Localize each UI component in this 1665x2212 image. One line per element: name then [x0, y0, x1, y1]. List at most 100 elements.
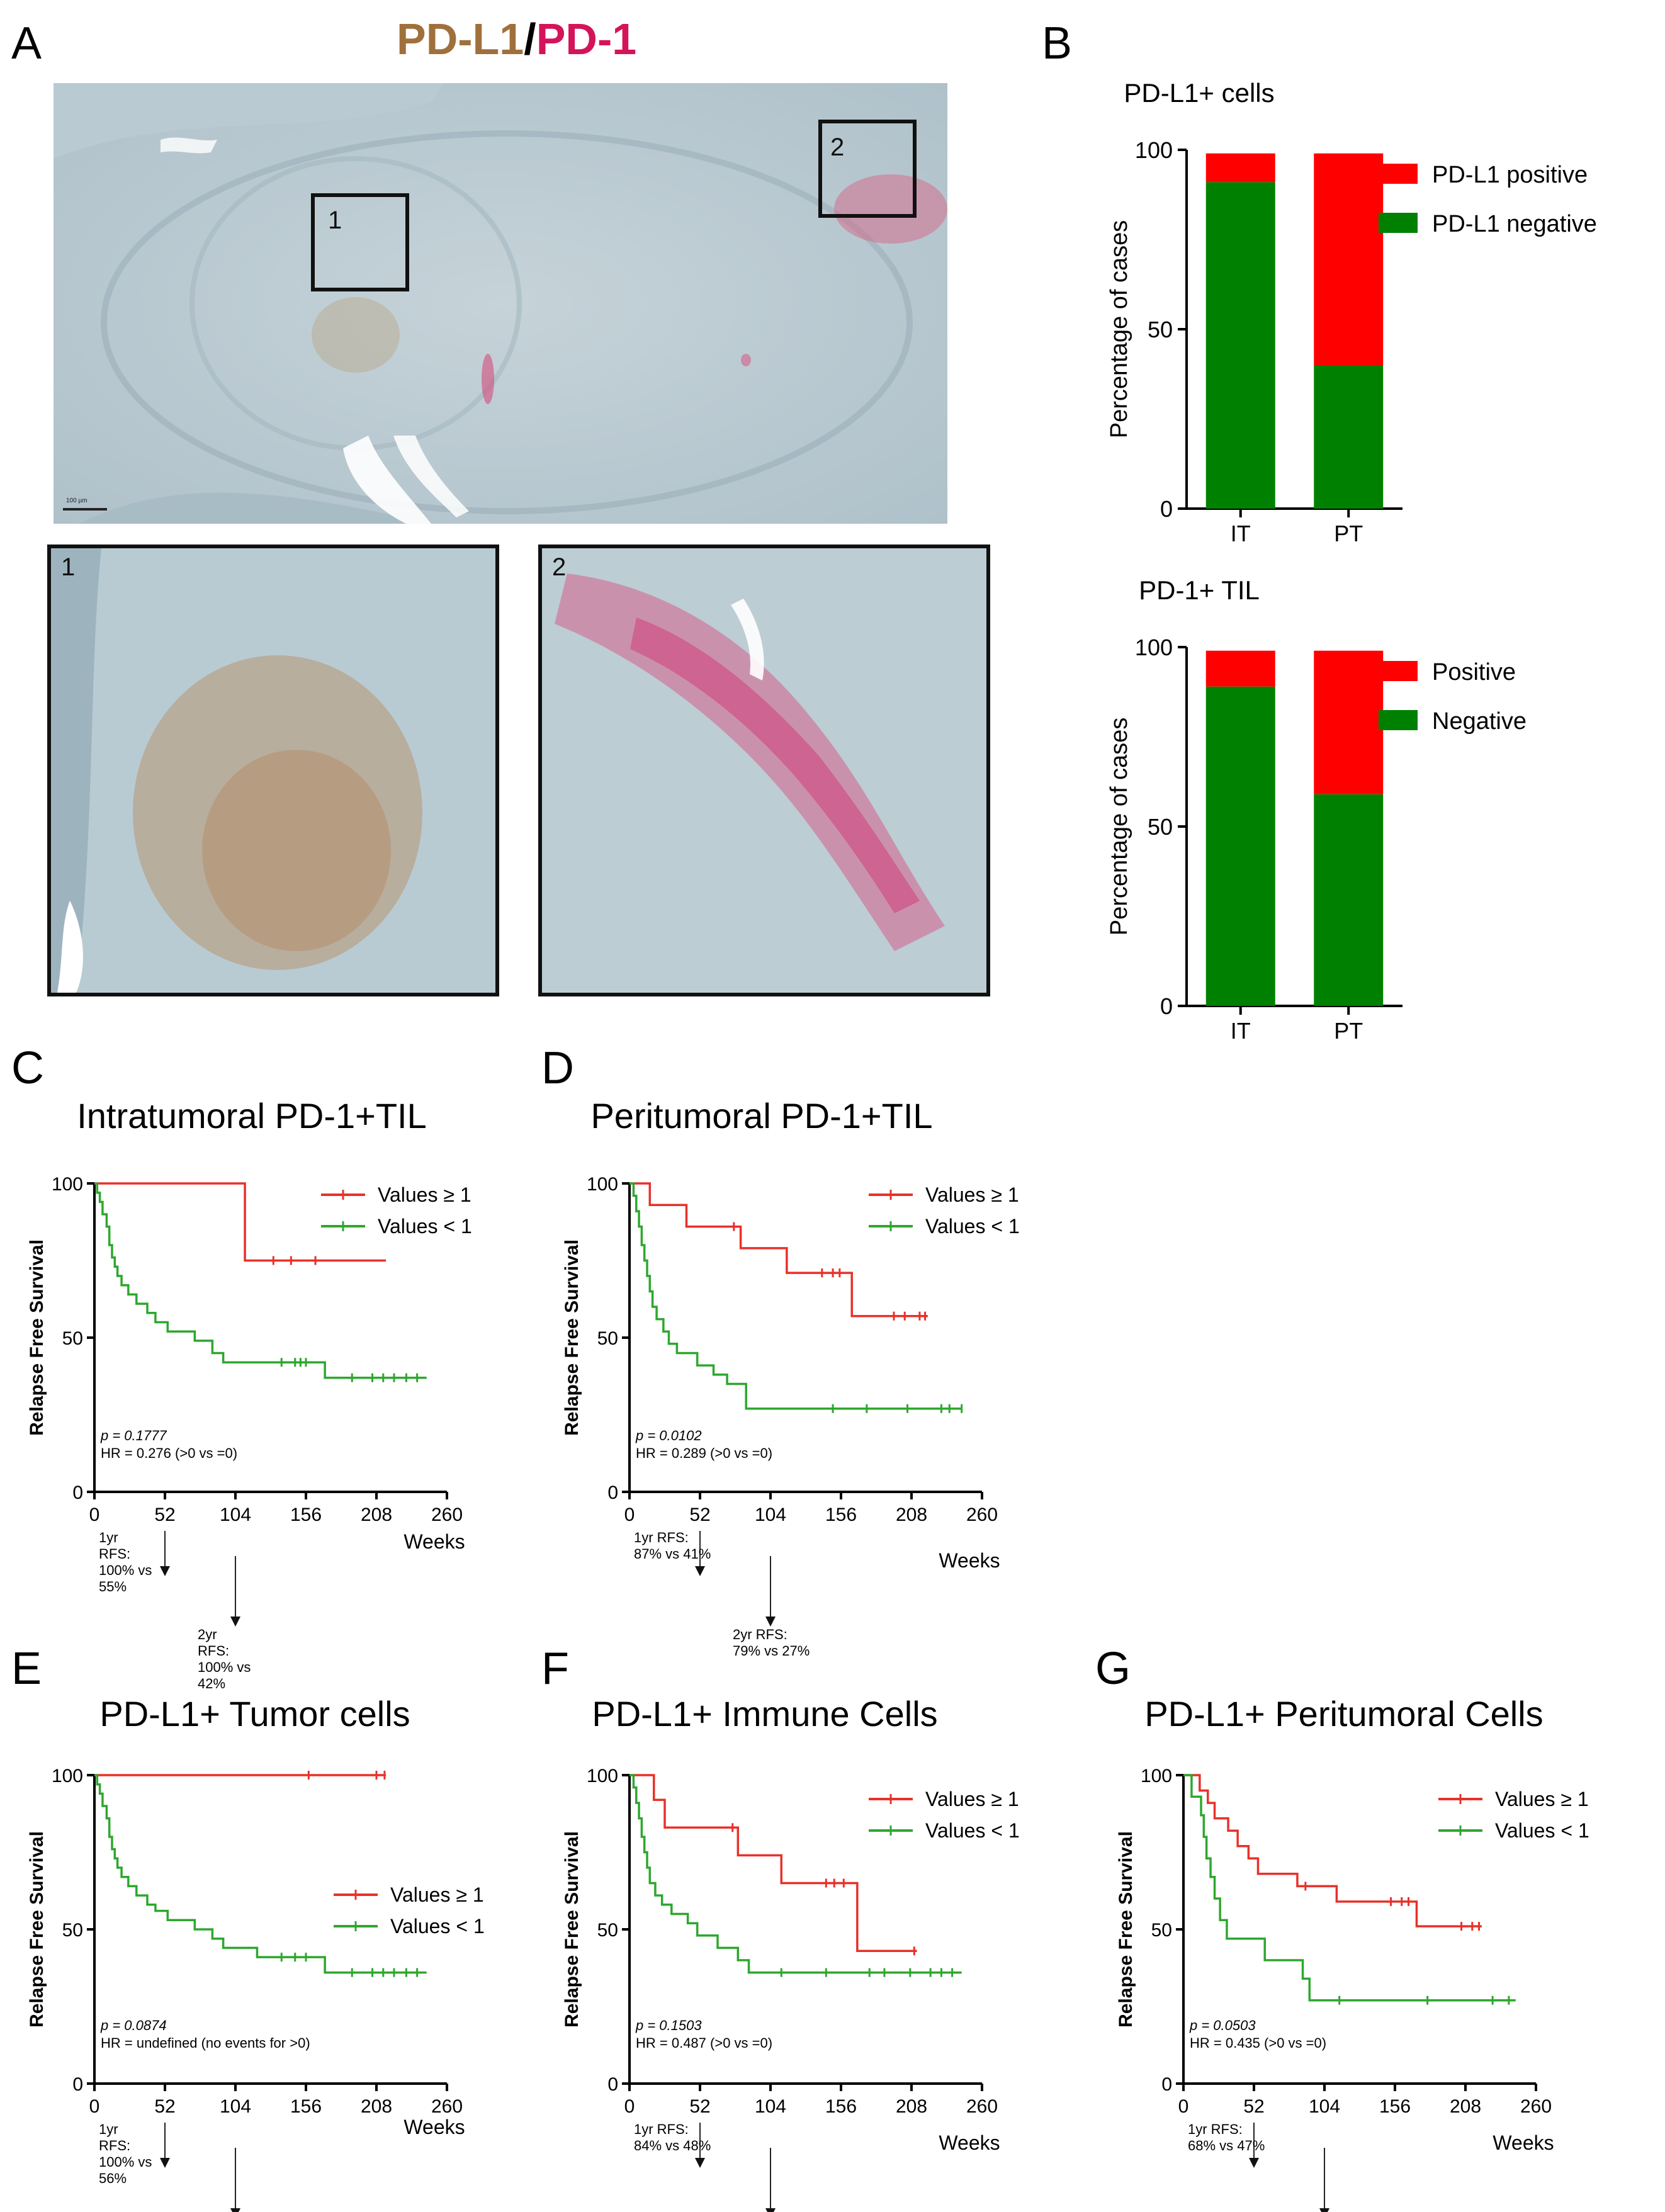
- x-tick-label: 52: [154, 1504, 175, 1525]
- x-tick-label: 104: [755, 2096, 786, 2117]
- micrograph-inset-1: 1: [47, 545, 499, 996]
- zoom-box-2-label: 2: [830, 133, 845, 161]
- chart-intratumoral-pd1-til: Intratumoral PD-1+TIL Relapse Free Surviv…: [26, 1096, 472, 1691]
- x-tick-label: 260: [431, 1504, 463, 1525]
- p-value: p = 0.0102: [635, 1428, 702, 1443]
- x-tick-label: 208: [361, 1504, 392, 1525]
- annotation-arrow-head: [695, 1566, 705, 1576]
- micrograph-overview: 1 2 100 µm: [54, 83, 947, 524]
- zoom-box-1-label: 1: [328, 206, 342, 234]
- survival-curve-high: [629, 1182, 928, 1318]
- y-tick-label: 0: [1160, 993, 1173, 1019]
- survival-curve-low: [629, 1182, 962, 1410]
- legend-swatch: [1379, 710, 1418, 730]
- chart-peritumoral-pd1-til: Peritumoral PD-1+TIL Relapse Free Surviva…: [562, 1096, 1020, 1659]
- y-tick-label: 50: [1148, 317, 1173, 342]
- x-tick-label: 52: [689, 1504, 710, 1525]
- chart-title: PD-L1+ Immune Cells: [592, 1694, 937, 1734]
- panel-letter-b: B: [1042, 18, 1073, 69]
- y-axis-label: Relapse Free Survival: [26, 1239, 47, 1436]
- x-tick-label: 104: [1309, 2096, 1340, 2117]
- y-tick-label: 100: [587, 1766, 618, 1786]
- zoom-box-2[interactable]: [818, 120, 917, 218]
- header-pd1: PD-1: [536, 14, 637, 64]
- chart-pd1-til: PD-1+ TIL Percentage of cases 0 50 100 IT PT Po…: [1106, 575, 1527, 1044]
- legend-swatch: [1379, 164, 1418, 184]
- annotation-text: 1yr RFS:: [1188, 2121, 1243, 2137]
- annotation-text: 55%: [99, 1579, 127, 1594]
- chart-pdl1-cells: PD-L1+ cells Percentage of cases 0 50 100 IT P…: [1106, 78, 1597, 546]
- y-tick-label: 0: [607, 2074, 618, 2095]
- y-tick-label: 0: [1160, 496, 1173, 522]
- legend-label: Negative: [1432, 708, 1527, 735]
- y-tick-label: 50: [1151, 1920, 1172, 1941]
- x-tick-label: 260: [966, 1504, 998, 1525]
- p-value: p = 0.0874: [100, 2017, 167, 2033]
- y-tick-label: 100: [1135, 137, 1173, 163]
- annotation-text: RFS:: [99, 1546, 130, 1562]
- scale-bar-label: 100 µm: [66, 497, 87, 504]
- annotation-arrow-head: [230, 1617, 240, 1627]
- x-tick-label: 156: [290, 2096, 322, 2117]
- zoom-box-1[interactable]: [311, 193, 409, 291]
- y-tick-label: 50: [62, 1920, 83, 1941]
- y-axis-label: Relapse Free Survival: [26, 1831, 47, 2028]
- x-axis-label: Weeks: [1493, 2131, 1554, 2154]
- bar-pd-l1-negative: [1314, 365, 1384, 509]
- chart-title: PD-L1+ Tumor cells: [99, 1694, 410, 1734]
- annotation-arrow-head: [765, 2208, 776, 2212]
- legend-label: PD-L1 negative: [1432, 211, 1597, 237]
- x-tick-label: 0: [624, 2096, 635, 2117]
- x-axis-label: Weeks: [404, 1530, 465, 1553]
- y-tick-label: 100: [1135, 635, 1173, 660]
- survival-curve-low: [94, 1774, 427, 1974]
- header-slash: /: [524, 14, 536, 64]
- panel-letter-e: E: [11, 1644, 42, 1694]
- x-tick-label: 104: [755, 1504, 786, 1525]
- x-tick-label: 52: [689, 2096, 710, 2117]
- overview-image: [54, 83, 947, 524]
- annotation-text: 100% vs: [198, 1659, 251, 1675]
- legend-label: PD-L1 positive: [1432, 162, 1588, 188]
- chart-title: Intratumoral PD-1+TIL: [77, 1096, 427, 1136]
- legend-label: Values < 1: [390, 1915, 485, 1938]
- chart-pdl1-tumor-cells: PD-L1+ Tumor cells Relapse Free Survival 0…: [26, 1694, 485, 2212]
- legend-swatch: [1379, 661, 1418, 681]
- chart-title: Peritumoral PD-1+TIL: [590, 1096, 932, 1136]
- legend-label: Values < 1: [925, 1819, 1020, 1842]
- x-tick-label: 156: [1379, 2096, 1411, 2117]
- annotation-text: 79% vs 27%: [733, 1643, 810, 1659]
- legend-label: Positive: [1432, 659, 1516, 686]
- annotation-arrow-head: [695, 2158, 705, 2168]
- x-tick-label: 208: [896, 1504, 927, 1525]
- x-tick-label: 104: [220, 2096, 251, 2117]
- survival-curve-low: [1183, 1774, 1516, 2002]
- y-axis-label: Percentage of cases: [1106, 718, 1132, 935]
- inset-1-image: [51, 548, 495, 993]
- header-pdl1: PD-L1: [397, 14, 524, 64]
- y-tick-label: 100: [52, 1766, 83, 1786]
- x-tick-label: IT: [1231, 521, 1251, 546]
- bar-negative: [1314, 794, 1384, 1006]
- x-tick-label: 0: [624, 1504, 635, 1525]
- legend-label: Values < 1: [1495, 1819, 1589, 1842]
- inset-2-image: [542, 548, 986, 993]
- legend-swatch: [1379, 213, 1418, 233]
- panel-letter-g: G: [1095, 1644, 1131, 1694]
- annotation-text: 56%: [99, 2170, 127, 2186]
- inset-2-label: 2: [552, 553, 567, 581]
- annotation-text: 1yr RFS:: [634, 1530, 689, 1545]
- x-tick-label: 208: [361, 2096, 392, 2117]
- x-tick-label: PT: [1334, 1018, 1363, 1044]
- bar-pd-l1-positive: [1205, 153, 1275, 183]
- chart-title: PD-L1+ Peritumoral Cells: [1144, 1694, 1543, 1734]
- p-value: p = 0.1503: [635, 2017, 702, 2033]
- x-tick-label: 208: [1450, 2096, 1481, 2117]
- p-value: p = 0.1777: [100, 1428, 167, 1443]
- annotation-text: 100% vs: [99, 2154, 152, 2170]
- survival-curve-high: [1183, 1774, 1482, 1927]
- hazard-ratio: HR = 0.289 (>0 vs =0): [636, 1445, 772, 1461]
- hazard-ratio: HR = 0.435 (>0 vs =0): [1190, 2035, 1326, 2051]
- figure-header: PD-L1/PD-1: [397, 14, 636, 64]
- annotation-text: 42%: [198, 1676, 225, 1691]
